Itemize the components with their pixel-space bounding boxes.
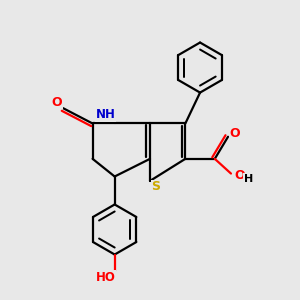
Text: S: S xyxy=(152,180,160,193)
Text: O: O xyxy=(229,127,240,140)
Text: O: O xyxy=(51,96,62,109)
Text: H: H xyxy=(244,174,253,184)
Text: HO: HO xyxy=(96,271,116,284)
Text: NH: NH xyxy=(96,108,116,121)
Text: O: O xyxy=(234,169,244,182)
